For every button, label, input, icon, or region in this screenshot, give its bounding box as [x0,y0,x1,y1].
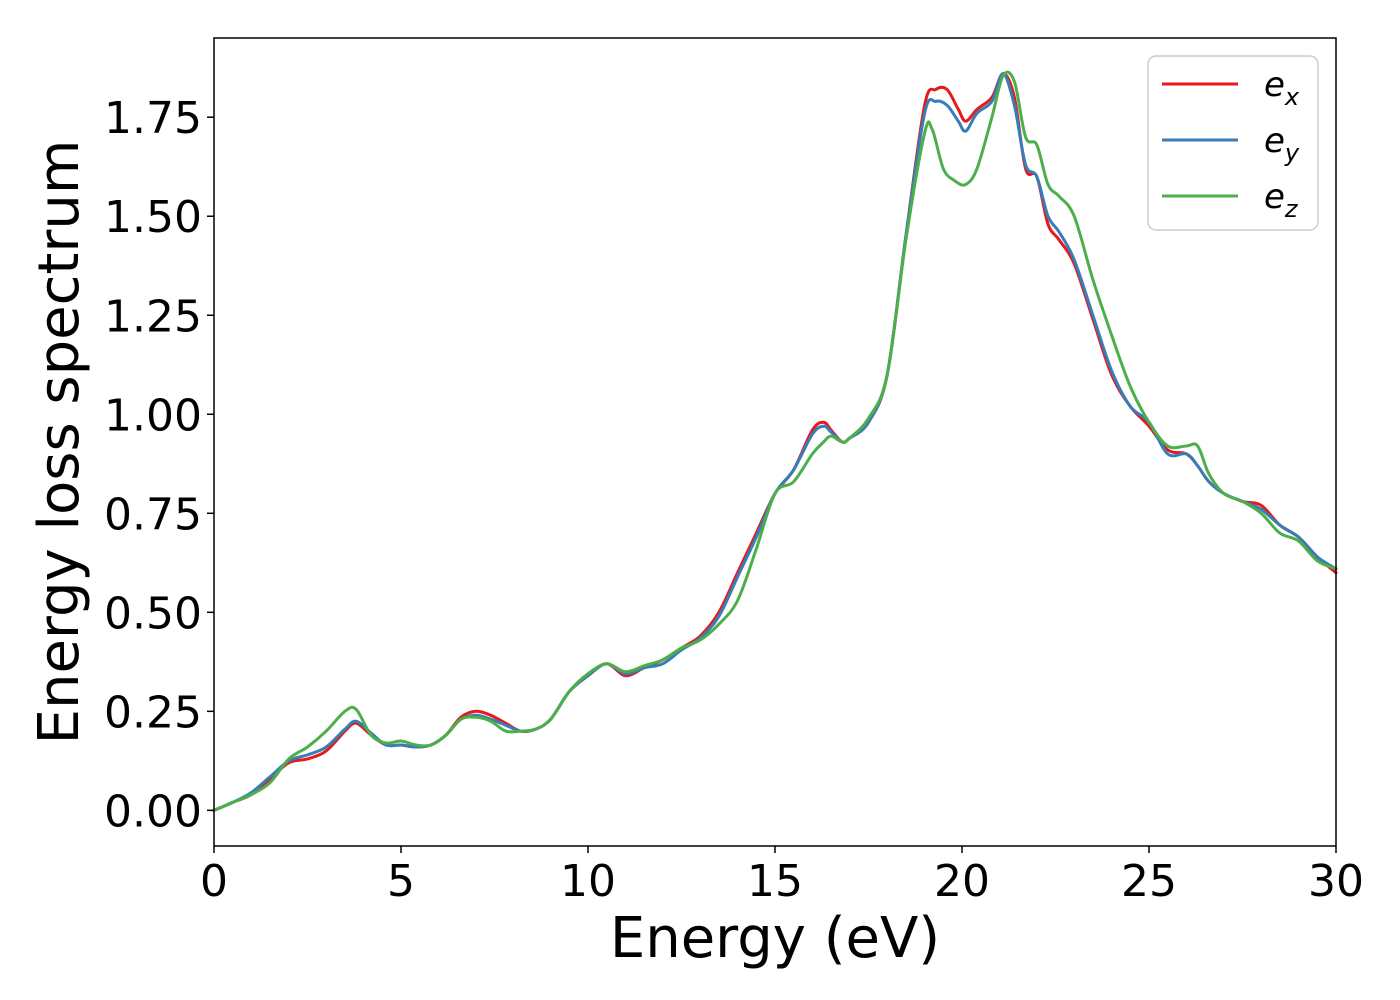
x-axis: 0 5 10 15 20 25 30 [200,846,1364,907]
series-layer [212,70,1338,812]
y-tick-label: 0.75 [104,489,202,540]
x-tick-label: 10 [560,856,616,907]
x-tick-label: 5 [387,856,415,907]
legend-box [1147,55,1319,231]
y-tick-label: 0.50 [104,588,202,639]
y-tick-label: 0.00 [104,786,202,837]
series-line-e-z [212,70,1338,812]
legend-label-z: ez [1264,177,1299,223]
x-tick-label: 0 [200,856,228,907]
y-tick-label: 1.25 [104,291,202,342]
legend-label-x: ex [1264,65,1300,111]
x-tick-label: 15 [747,856,803,907]
y-axis: 0.00 0.25 0.50 0.75 1.00 1.25 1.50 1.75 [104,93,214,837]
legend: ex ey ez [1147,55,1319,231]
series-line-e-y [212,72,1338,812]
y-tick-label: 1.00 [104,390,202,441]
y-axis-title: Energy loss spectrum [27,140,92,745]
x-axis-title: Energy (eV) [610,906,940,971]
legend-label-y: ey [1264,121,1300,167]
y-tick-label: 0.25 [104,687,202,738]
x-tick-label: 20 [934,856,990,907]
y-tick-label: 1.75 [104,93,202,144]
x-tick-label: 30 [1308,856,1364,907]
x-tick-label: 25 [1121,856,1177,907]
y-tick-label: 1.50 [104,192,202,243]
